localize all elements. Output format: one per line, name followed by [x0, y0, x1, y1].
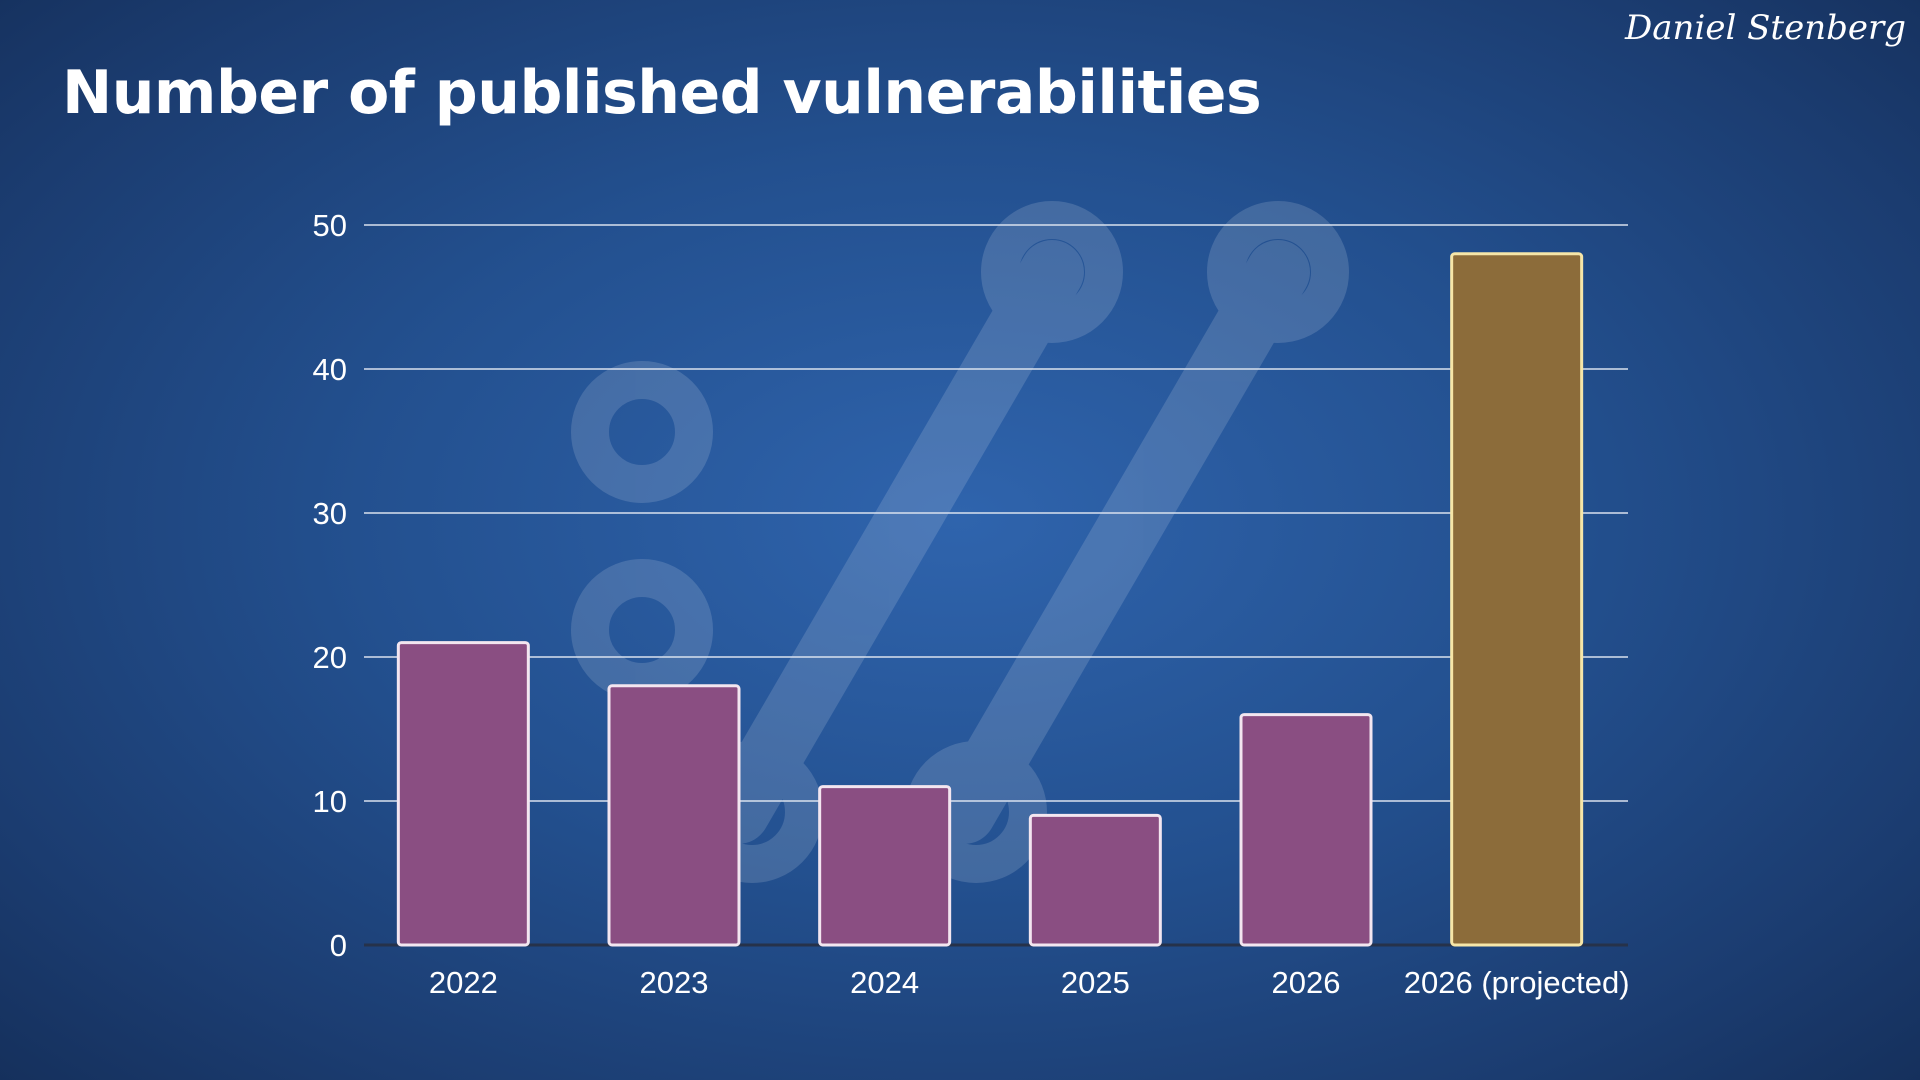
y-tick-label: 40: [313, 352, 347, 387]
author-signature: Daniel Stenberg: [1625, 8, 1906, 48]
y-tick-label: 30: [313, 496, 347, 531]
slide-title: Number of published vulnerabilities: [62, 58, 1262, 128]
y-tick-label: 20: [313, 640, 347, 675]
bar-2023: [607, 684, 741, 947]
x-tick-label: 2023: [640, 965, 709, 1000]
bar-2026-projected: [1450, 252, 1584, 947]
bar-2026: [1239, 713, 1373, 947]
bar-2024: [818, 785, 952, 947]
y-tick-label: 10: [313, 784, 347, 819]
x-tick-label: 2022: [429, 965, 498, 1000]
y-tick-label: 50: [313, 208, 347, 243]
bar-2022: [396, 641, 530, 947]
x-tick-label: 2025: [1061, 965, 1130, 1000]
y-tick-label: 0: [330, 928, 347, 963]
x-tick-label: 2026 (projected): [1404, 965, 1630, 1000]
x-tick-label: 2024: [850, 965, 919, 1000]
bar-2025: [1028, 813, 1162, 947]
x-tick-label: 2026: [1272, 965, 1341, 1000]
